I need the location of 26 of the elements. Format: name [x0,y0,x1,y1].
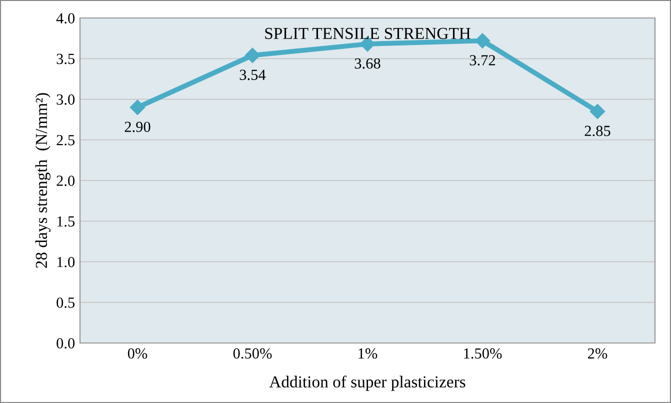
point [244,48,260,63]
y-tick-label: 3.0 [56,94,75,105]
y-tick-label: 2.0 [56,176,75,186]
x-tick-label: 2% [588,348,608,359]
data-label: 3.72 [470,55,496,66]
y-axis-title: 28 days strength (N/mm²) [35,93,50,268]
data-label: 3.54 [240,70,266,80]
y-tick-label: 0.0 [56,338,75,349]
chart-title: SPLIT TENSILE STRENGTH [265,28,470,40]
point [590,104,606,120]
point [130,100,146,115]
point [474,33,490,48]
y-tick-label: 0.5 [56,298,75,308]
x-axis-title: Addition of super plasticizers [269,376,466,391]
y-tick-label: 4.0 [56,13,75,24]
x-tick-label: 1% [358,348,378,359]
x-tick-label: 1.50% [464,348,502,359]
y-tick-label: 1.0 [57,256,75,268]
data-label: 2.85 [584,126,610,136]
y-tick-label: 1.5 [57,216,75,227]
data-label: 3.68 [354,58,380,69]
x-tick-label: 0.50% [233,348,272,359]
data-label: 2.90 [124,122,150,132]
x-tick-label: 0% [128,348,148,359]
y-tick-label: 2.5 [56,135,75,146]
y-tick-label: 3.5 [56,54,75,64]
